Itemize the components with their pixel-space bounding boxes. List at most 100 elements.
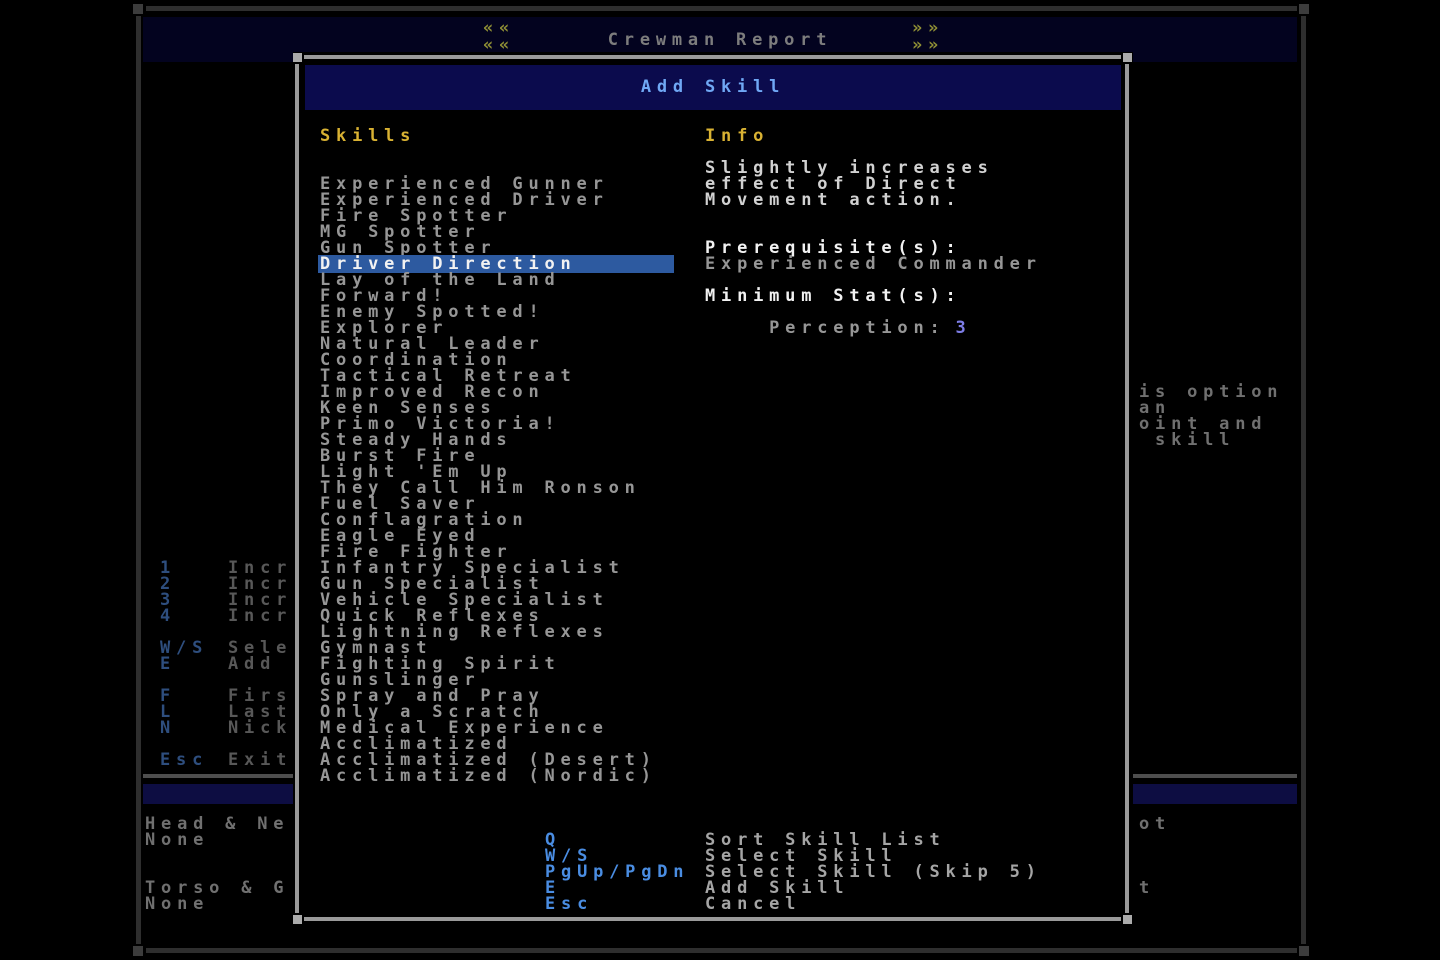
minimum-stats-label: Minimum Stat(s): bbox=[705, 286, 962, 306]
modal-command-label[interactable]: Cancel bbox=[705, 894, 802, 914]
skill-list-item[interactable]: Forward! bbox=[320, 286, 449, 306]
skill-list-item[interactable]: Spray and Pray bbox=[320, 686, 545, 706]
add-skill-dialog bbox=[293, 52, 1133, 924]
bg-frame-corner bbox=[133, 946, 143, 956]
modal-command-label[interactable]: Select Skill (Skip 5) bbox=[705, 862, 1042, 882]
skill-list-item-selected[interactable]: Driver Direction bbox=[318, 255, 674, 273]
skill-description-line: effect of Direct bbox=[705, 174, 962, 194]
skill-list-item[interactable]: Quick Reflexes bbox=[320, 606, 545, 626]
skill-list-item[interactable]: Primo Victoria! bbox=[320, 414, 561, 434]
skill-list-item[interactable]: Gun Specialist bbox=[320, 574, 545, 594]
skill-list-item[interactable]: Coordination bbox=[320, 350, 513, 370]
bg-command-key: 3 bbox=[160, 590, 177, 610]
stat-value: 3 bbox=[955, 318, 972, 338]
skill-list-item[interactable]: Experienced Gunner bbox=[320, 174, 609, 194]
skill-list-item[interactable]: Steady Hands bbox=[320, 430, 513, 450]
bg-frame-corner bbox=[1299, 946, 1309, 956]
skill-list-item[interactable]: Conflagration bbox=[320, 510, 529, 530]
modal-frame-right bbox=[1125, 64, 1129, 913]
skill-list-item[interactable]: Experienced Driver bbox=[320, 190, 609, 210]
skill-list-item[interactable]: Fuel Saver bbox=[320, 494, 481, 514]
skill-list-item[interactable]: Acclimatized (Nordic) bbox=[320, 766, 657, 786]
modal-command-label[interactable]: Sort Skill List bbox=[705, 830, 946, 850]
bg-command-label: Incr bbox=[228, 574, 293, 594]
skill-list-item[interactable]: Enemy Spotted! bbox=[320, 302, 545, 322]
bg-window-title: Crewman Report bbox=[607, 30, 833, 50]
skill-list-item[interactable]: Fighting Spirit bbox=[320, 654, 561, 674]
bg-command-label: Incr bbox=[228, 590, 293, 610]
skill-list-item[interactable]: Lay of the Land bbox=[320, 270, 561, 290]
bg-armor-slot-label: Head & Ne bbox=[145, 814, 290, 834]
skill-list-item[interactable]: Natural Leader bbox=[320, 334, 545, 354]
skill-list-item[interactable]: Acclimatized bbox=[320, 734, 513, 754]
skill-list-item[interactable]: Gun Spotter bbox=[320, 238, 497, 258]
skill-list-item[interactable]: Keen Senses bbox=[320, 398, 497, 418]
bg-command-label: Add bbox=[228, 654, 277, 674]
bg-command-label: Exit bbox=[228, 750, 293, 770]
bg-command-label: Nick bbox=[228, 718, 293, 738]
skill-list-item[interactable]: Acclimatized (Desert) bbox=[320, 750, 657, 770]
stat-name: Perception: bbox=[769, 318, 946, 338]
skill-list-item[interactable]: Lightning Reflexes bbox=[320, 622, 609, 642]
skill-list-item[interactable]: Explorer bbox=[320, 318, 449, 338]
double-chevron-right-icon: »» bbox=[912, 18, 945, 38]
modal-frame-corner bbox=[1123, 915, 1132, 924]
modal-command-key[interactable]: W/S bbox=[545, 846, 594, 866]
bg-command-key: Esc bbox=[160, 750, 209, 770]
skill-list-item[interactable]: Improved Recon bbox=[320, 382, 545, 402]
prerequisites-value: Experienced Commander bbox=[705, 254, 1042, 274]
bg-armor-slot-value: None bbox=[145, 830, 210, 850]
skill-list-item[interactable]: Gunslinger bbox=[320, 670, 481, 690]
bg-frame-left bbox=[136, 16, 141, 944]
modal-command-key[interactable]: Esc bbox=[545, 894, 594, 914]
bg-text-fragment: ot bbox=[1139, 814, 1172, 834]
bg-text-fragment: t bbox=[1139, 878, 1156, 898]
bg-command-key: 1 bbox=[160, 558, 177, 578]
skill-list-item[interactable]: Fire Fighter bbox=[320, 542, 513, 562]
skills-header: Skills bbox=[320, 126, 417, 146]
bg-command-key: W/S bbox=[160, 638, 209, 658]
modal-frame-corner bbox=[293, 915, 302, 924]
bg-command-label: Firs bbox=[228, 686, 293, 706]
bg-command-key: E bbox=[160, 654, 177, 674]
modal-command-key[interactable]: PgUp/PgDn bbox=[545, 862, 690, 882]
prerequisites-label: Prerequisite(s): bbox=[705, 238, 962, 258]
skill-list-item[interactable]: Only a Scratch bbox=[320, 702, 545, 722]
modal-frame-bottom bbox=[304, 917, 1121, 921]
skill-list-item[interactable]: Gymnast bbox=[320, 638, 433, 658]
info-header: Info bbox=[705, 126, 770, 146]
bg-command-key: N bbox=[160, 718, 177, 738]
skill-list-item[interactable]: Eagle Eyed bbox=[320, 526, 481, 546]
skill-list-item[interactable]: Light 'Em Up bbox=[320, 462, 513, 482]
modal-frame-corner bbox=[1123, 53, 1132, 62]
bg-command-key: L bbox=[160, 702, 177, 722]
bg-frame-corner bbox=[1299, 4, 1309, 14]
skill-list-item[interactable]: Medical Experience bbox=[320, 718, 609, 738]
bg-text-fragment: skill bbox=[1139, 430, 1236, 450]
modal-command-label[interactable]: Select Skill bbox=[705, 846, 898, 866]
bg-command-key: 4 bbox=[160, 606, 177, 626]
bg-command-key: F bbox=[160, 686, 177, 706]
modal-command-key[interactable]: E bbox=[545, 878, 562, 898]
bg-armor-slot-value: None bbox=[145, 894, 210, 914]
skill-list-item[interactable]: Vehicle Specialist bbox=[320, 590, 609, 610]
bg-command-label: Incr bbox=[228, 558, 293, 578]
skill-list-item[interactable]: Fire Spotter bbox=[320, 206, 513, 226]
bg-command-label: Last bbox=[228, 702, 293, 722]
bg-frame-top bbox=[146, 6, 1297, 11]
skill-list-item[interactable]: Burst Fire bbox=[320, 446, 481, 466]
skill-list-item[interactable]: They Call Him Ronson bbox=[320, 478, 641, 498]
skill-list-item[interactable]: Infantry Specialist bbox=[320, 558, 625, 578]
bg-command-key: 2 bbox=[160, 574, 177, 594]
skill-description-line: Movement action. bbox=[705, 190, 962, 210]
modal-command-label[interactable]: Add Skill bbox=[705, 878, 850, 898]
bg-text-fragment: oint and bbox=[1139, 414, 1268, 434]
bg-command-label: Incr bbox=[228, 606, 293, 626]
modal-command-key[interactable]: Q bbox=[545, 830, 562, 850]
skill-list-item[interactable]: Tactical Retreat bbox=[320, 366, 577, 386]
modal-title-bar bbox=[305, 65, 1121, 110]
skill-list-item[interactable]: MG Spotter bbox=[320, 222, 481, 242]
double-chevron-left-icon: «« bbox=[483, 35, 516, 55]
bg-frame-corner bbox=[133, 4, 143, 14]
